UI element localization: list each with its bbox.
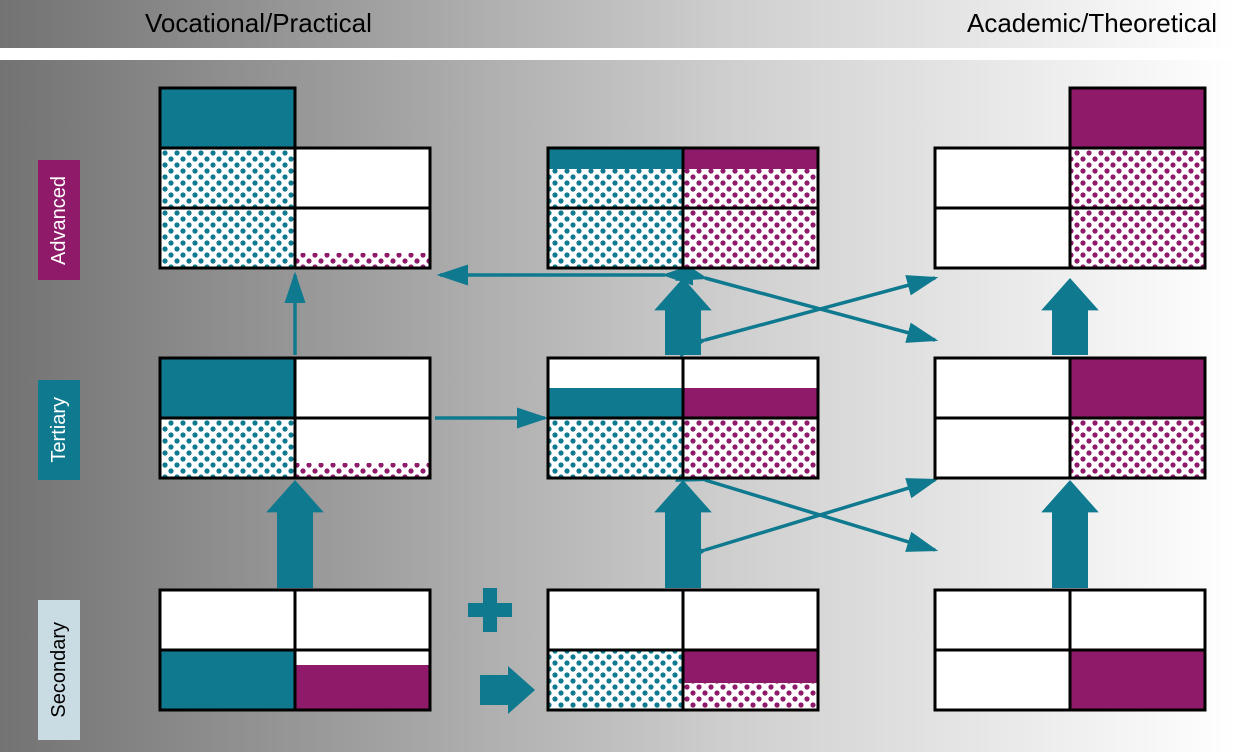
thick-up-arrow: [1041, 480, 1099, 588]
thick-right-arrow: [480, 666, 535, 714]
thick-up-arrow: [266, 480, 324, 588]
block-tertiary-right: [935, 358, 1205, 478]
header-academic-label: Academic/Theoretical: [967, 8, 1217, 39]
header-vocational-label: Vocational/Practical: [145, 8, 372, 39]
block-advanced-right: [935, 88, 1205, 268]
block-tertiary-left: [160, 358, 430, 478]
thick-up-arrow: [654, 480, 712, 588]
block-advanced-left: [160, 88, 430, 268]
thick-up-arrow: [1041, 278, 1099, 355]
block-secondary-right: [935, 590, 1205, 710]
header-gradient-bar: Vocational/Practical Academic/Theoretica…: [0, 0, 1237, 48]
diagram-svg: [0, 60, 1237, 752]
diagram-main-area: Advanced Tertiary Secondary: [0, 60, 1237, 752]
plus-icon: [468, 588, 512, 632]
block-secondary-left: [160, 590, 430, 710]
thick-up-arrow: [654, 278, 712, 355]
block-advanced-mid: [548, 148, 818, 268]
block-tertiary-mid: [548, 358, 818, 478]
block-secondary-mid: [548, 590, 818, 710]
